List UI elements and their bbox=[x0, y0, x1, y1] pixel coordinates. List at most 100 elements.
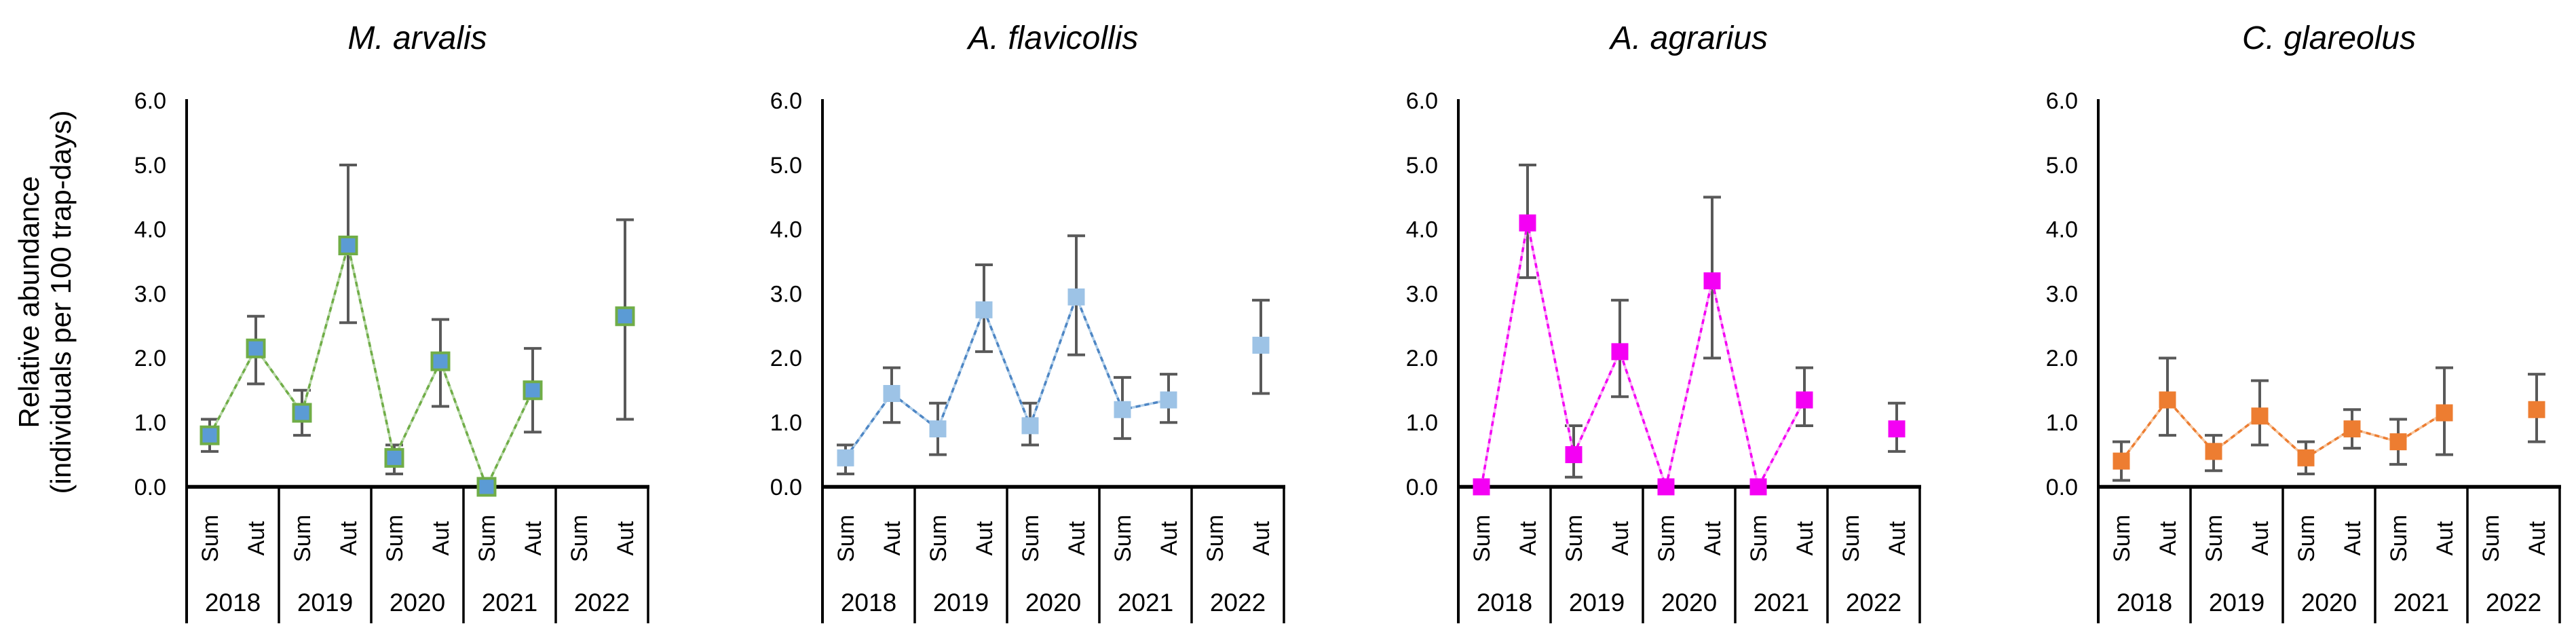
data-point-marker bbox=[338, 236, 358, 255]
season-tick-label: Sum bbox=[1654, 515, 1680, 562]
season-tick-label: Aut bbox=[879, 521, 905, 556]
data-point-marker bbox=[2436, 404, 2453, 422]
data-point-marker bbox=[975, 301, 993, 318]
season-tick-label: Sum bbox=[1561, 515, 1587, 562]
season-tick-label: Sum bbox=[2201, 515, 2227, 562]
season-tick-label: Sum bbox=[2294, 515, 2319, 562]
data-point-marker bbox=[2297, 449, 2315, 466]
season-tick-label: Aut bbox=[2432, 521, 2458, 556]
season-tick-label: Aut bbox=[613, 521, 639, 556]
y-tick-label: 2.0 bbox=[2046, 346, 2078, 371]
season-tick-label: Aut bbox=[2248, 521, 2273, 556]
data-point-marker bbox=[1252, 336, 1270, 354]
data-point-marker bbox=[1565, 446, 1583, 464]
year-tick-label: 2020 bbox=[1025, 589, 1081, 617]
season-tick-label: Aut bbox=[520, 521, 546, 556]
data-point-marker bbox=[1114, 401, 1131, 418]
season-tick-label: Aut bbox=[1156, 521, 1182, 556]
data-point-marker bbox=[2205, 443, 2222, 460]
season-tick-label: Sum bbox=[1018, 515, 1044, 562]
data-point-marker bbox=[2159, 391, 2176, 409]
data-point-marker bbox=[929, 420, 947, 438]
season-tick-label: Aut bbox=[1700, 521, 1726, 556]
data-point-marker bbox=[1796, 391, 1813, 409]
year-tick-label: 2021 bbox=[1754, 589, 1809, 617]
data-point-marker bbox=[2343, 420, 2361, 438]
y-tick-label: 3.0 bbox=[770, 281, 802, 307]
season-tick-label: Sum bbox=[290, 515, 316, 562]
chart-panel-a-flavicollis: A. flavicollis 6.0 5.0 4.0 3.0 2.0 1.0 0.0 Sum Au… bbox=[770, 20, 1285, 623]
season-tick-label: Sum bbox=[567, 515, 592, 562]
season-tick-label: Aut bbox=[1792, 521, 1818, 556]
series-line bbox=[1480, 222, 1806, 492]
y-tick-label: 2.0 bbox=[1406, 346, 1438, 371]
error-bars-group bbox=[201, 164, 634, 476]
data-point-marker bbox=[200, 425, 220, 445]
year-tick-label: 2020 bbox=[390, 589, 445, 617]
year-tick-label: 2018 bbox=[2117, 589, 2172, 617]
series-line-underlay bbox=[208, 245, 534, 490]
season-tick-label: Aut bbox=[1884, 521, 1910, 556]
season-tick-label: Aut bbox=[1608, 521, 1633, 556]
year-tick-label: 2019 bbox=[297, 589, 353, 617]
season-tick-label: Aut bbox=[1064, 521, 1090, 556]
year-tick-label: 2018 bbox=[1477, 589, 1532, 617]
season-tick-label: Sum bbox=[474, 515, 500, 562]
y-tick-label: 2.0 bbox=[770, 346, 802, 371]
y-tick-label: 4.0 bbox=[770, 217, 802, 243]
year-tick-label: 2022 bbox=[1210, 589, 1266, 617]
y-axis-title-line1: Relative abundance bbox=[13, 176, 45, 428]
season-tick-label: Aut bbox=[1515, 521, 1541, 556]
y-axis-title-line2: (individuals per 100 trap-days) bbox=[45, 111, 77, 494]
data-point-marker bbox=[1067, 288, 1085, 306]
season-tick-label: Aut bbox=[428, 521, 454, 556]
year-tick-label: 2022 bbox=[2486, 589, 2541, 617]
series-line bbox=[2120, 398, 2445, 462]
y-tick-label: 5.0 bbox=[770, 153, 802, 179]
year-tick-label: 2021 bbox=[1118, 589, 1173, 617]
data-point-marker bbox=[1021, 417, 1039, 435]
year-tick-label: 2022 bbox=[1846, 589, 1901, 617]
data-point-marker bbox=[430, 351, 451, 371]
year-tick-label: 2020 bbox=[1661, 589, 1717, 617]
y-tick-label: 6.0 bbox=[770, 88, 802, 114]
chart-title: M. arvalis bbox=[347, 20, 487, 56]
y-tick-label: 1.0 bbox=[2046, 410, 2078, 436]
season-tick-label: Sum bbox=[382, 515, 408, 562]
y-tick-label: 1.0 bbox=[1406, 410, 1438, 436]
data-point-marker bbox=[1519, 214, 1536, 232]
y-tick-label: 0.0 bbox=[770, 475, 802, 500]
y-tick-label: 0.0 bbox=[2046, 475, 2078, 500]
season-tick-label: Sum bbox=[2386, 515, 2412, 562]
data-point-marker bbox=[476, 477, 497, 497]
y-tick-label: 4.0 bbox=[1406, 217, 1438, 243]
data-point-marker bbox=[837, 449, 854, 466]
y-tick-label: 0.0 bbox=[134, 475, 166, 500]
series-line-underlay bbox=[1480, 222, 1806, 492]
year-tick-label: 2018 bbox=[841, 589, 896, 617]
data-point-marker bbox=[246, 338, 266, 359]
data-point-marker bbox=[1888, 420, 1906, 438]
season-tick-label: Sum bbox=[1469, 515, 1495, 562]
chart-panel-a-agrarius: A. agrarius 6.0 5.0 4.0 3.0 2.0 1.0 0.0 Sum Aut Su… bbox=[1406, 20, 1921, 623]
season-tick-label: Sum bbox=[926, 515, 951, 562]
chart-title: C. glareolus bbox=[2242, 20, 2416, 56]
season-tick-label: Aut bbox=[244, 521, 269, 556]
data-point-marker bbox=[1657, 478, 1675, 496]
season-tick-label: Aut bbox=[2524, 521, 2550, 556]
error-bars-group bbox=[1519, 164, 1906, 479]
year-tick-label: 2022 bbox=[574, 589, 630, 617]
year-tick-label: 2019 bbox=[2209, 589, 2265, 617]
year-tick-label: 2021 bbox=[2393, 589, 2449, 617]
season-tick-label: Sum bbox=[1110, 515, 1136, 562]
season-tick-label: Aut bbox=[1249, 521, 1274, 556]
chart-title: A. agrarius bbox=[1608, 20, 1768, 56]
data-point-marker bbox=[523, 380, 543, 401]
data-point-marker bbox=[2113, 452, 2130, 470]
year-tick-label: 2021 bbox=[482, 589, 537, 617]
season-tick-label: Sum bbox=[833, 515, 859, 562]
data-point-marker bbox=[1473, 478, 1490, 496]
data-point-marker bbox=[384, 447, 404, 468]
year-tick-label: 2019 bbox=[1569, 589, 1625, 617]
data-point-marker bbox=[615, 306, 635, 327]
